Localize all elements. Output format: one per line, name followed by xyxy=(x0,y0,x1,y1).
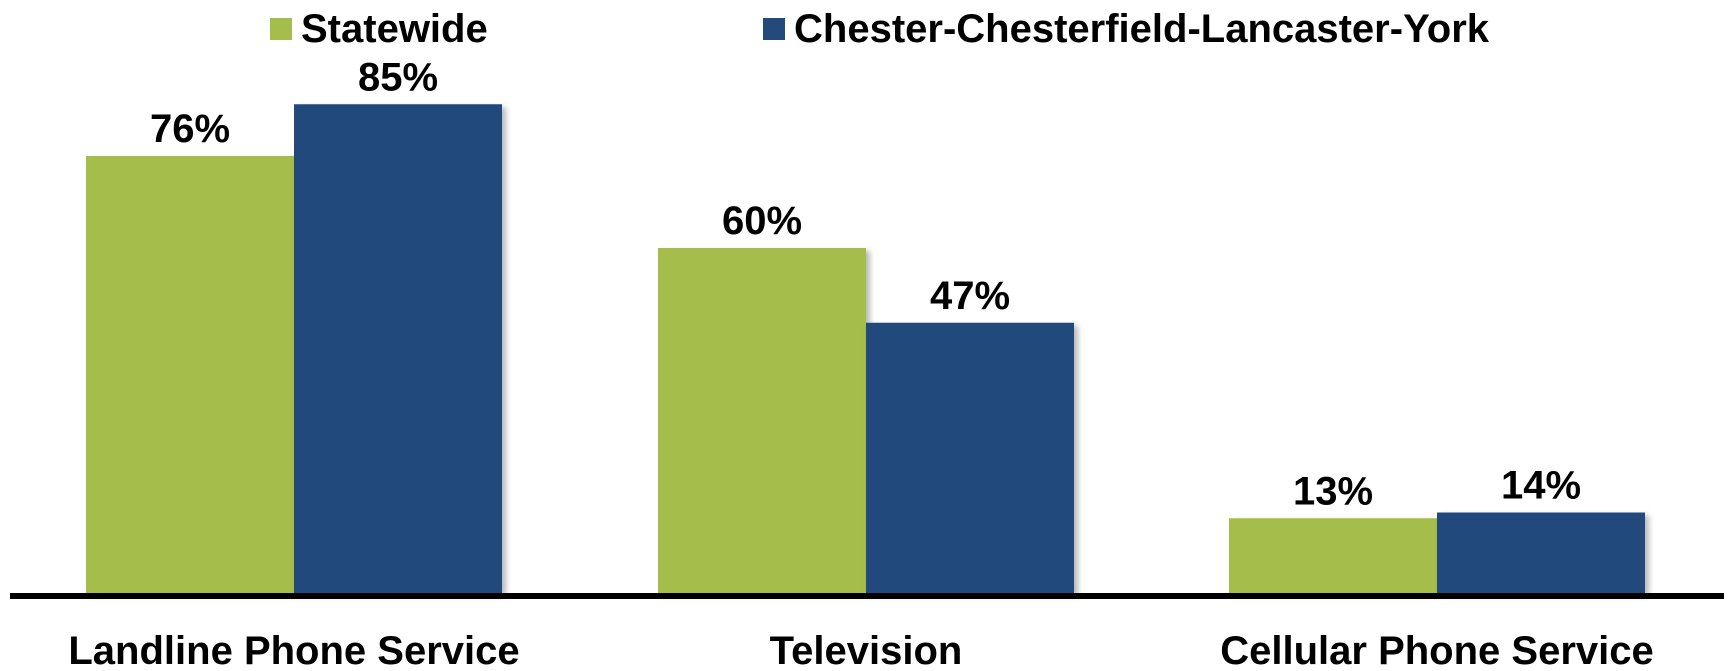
legend-swatch-region xyxy=(763,18,785,40)
legend-item-region: Chester-Chesterfield-Lancaster-York xyxy=(763,4,1489,54)
legend-item-statewide: Statewide xyxy=(270,4,488,54)
legend-label-region: Chester-Chesterfield-Lancaster-York xyxy=(794,7,1490,51)
value-label-statewide-television: 60% xyxy=(722,199,802,243)
legend-swatch-statewide xyxy=(270,18,292,40)
category-label-cellular-phone-service: Cellular Phone Service xyxy=(1220,629,1654,671)
category-label-landline-phone-service: Landline Phone Service xyxy=(68,629,519,671)
bar-statewide-landline-phone-service xyxy=(86,156,294,593)
value-labels-group: 76% 85% 60% 47% 13% 14% xyxy=(150,55,1581,513)
value-label-chester-chesterfield-lancaster-york-cellular-phone-service: 14% xyxy=(1501,464,1581,508)
legend-label-statewide: Statewide xyxy=(301,7,488,51)
bar-chester-chesterfield-lancaster-york-landline-phone-service xyxy=(294,104,502,593)
bar-statewide-cellular-phone-service xyxy=(1229,518,1437,593)
bar-chester-chesterfield-lancaster-york-cellular-phone-service xyxy=(1437,512,1645,593)
value-label-statewide-landline-phone-service: 76% xyxy=(150,107,230,151)
value-label-statewide-cellular-phone-service: 13% xyxy=(1293,469,1373,513)
value-label-chester-chesterfield-lancaster-york-television: 47% xyxy=(930,274,1010,318)
bars-group xyxy=(86,104,1645,593)
bar-chester-chesterfield-lancaster-york-television xyxy=(866,322,1074,593)
value-label-chester-chesterfield-lancaster-york-landline-phone-service: 85% xyxy=(358,55,438,99)
category-label-television: Television xyxy=(770,629,963,671)
category-labels-group: Landline Phone Service Television Cellular… xyxy=(68,629,1653,671)
bar-statewide-television xyxy=(658,248,866,593)
